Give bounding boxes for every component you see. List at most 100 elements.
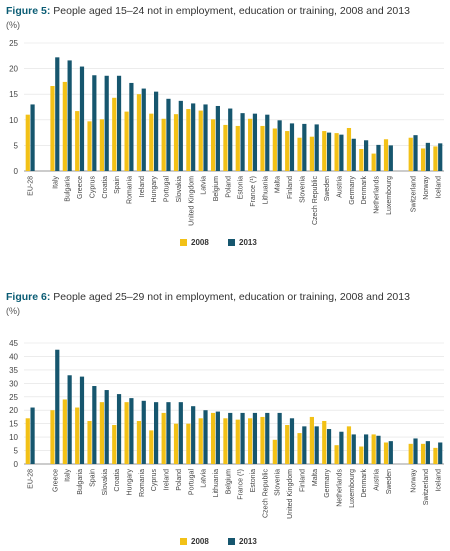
bar-2013 bbox=[438, 143, 443, 171]
x-tick-label: Romania bbox=[139, 469, 146, 497]
bar-2008 bbox=[248, 118, 253, 171]
bar-2013 bbox=[252, 113, 258, 171]
bar-2013 bbox=[79, 66, 85, 171]
x-tick-label: Belgium bbox=[213, 176, 220, 201]
x-tick-label: Denmark bbox=[361, 176, 368, 205]
bar-2013 bbox=[55, 57, 60, 171]
bar-2008 bbox=[383, 442, 389, 464]
bar-2008 bbox=[25, 114, 30, 171]
x-tick-label: Austria bbox=[374, 469, 381, 491]
bar-2013 bbox=[265, 412, 270, 464]
bar-2008 bbox=[62, 399, 67, 464]
x-tick-label: Cyprus bbox=[151, 469, 158, 492]
y-tick-label: 25 bbox=[9, 393, 18, 402]
figure-5-label: Figure 5: bbox=[6, 5, 51, 17]
bar-2013 bbox=[166, 402, 171, 464]
bar-2013 bbox=[425, 142, 430, 171]
bar-2013 bbox=[129, 398, 134, 464]
x-tick-label: Netherlands bbox=[337, 469, 344, 507]
x-tick-label: Croatia bbox=[102, 176, 109, 199]
bar-2013 bbox=[240, 113, 245, 171]
y-tick-label: 25 bbox=[9, 39, 18, 48]
x-tick-label: Slovenia bbox=[275, 469, 282, 496]
figure-5: Figure 5: People aged 15–24 not in emplo… bbox=[0, 0, 450, 275]
y-tick-label: 45 bbox=[9, 339, 18, 348]
bar-2013 bbox=[413, 438, 418, 464]
bar-2013 bbox=[302, 426, 307, 464]
x-tick-label: Greece bbox=[77, 176, 84, 199]
y-tick-label: 20 bbox=[9, 406, 18, 415]
x-tick-label: Switzerland bbox=[423, 469, 430, 505]
bar-2008 bbox=[383, 139, 389, 171]
bar-2013 bbox=[326, 132, 332, 171]
bar-2008 bbox=[75, 407, 80, 464]
x-tick-label: Slovenia bbox=[299, 176, 306, 203]
bar-2013 bbox=[30, 407, 35, 464]
x-tick-label: France (¹) bbox=[250, 176, 257, 207]
bar-2013 bbox=[67, 60, 72, 171]
x-tick-label: Poland bbox=[176, 469, 183, 491]
y-tick-label: 40 bbox=[9, 352, 18, 361]
x-tick-label: Germany bbox=[324, 469, 331, 498]
bar-2008 bbox=[210, 412, 216, 464]
x-tick-label: Ireland bbox=[139, 176, 146, 198]
bar-2013 bbox=[326, 429, 332, 464]
bar-2013 bbox=[289, 418, 295, 464]
legend-label-2013: 2013 bbox=[239, 238, 257, 247]
x-tick-label: Switzerland bbox=[411, 176, 418, 212]
bar-2008 bbox=[371, 153, 376, 171]
bar-2013 bbox=[388, 145, 393, 171]
x-tick-label: Luxembourg bbox=[349, 469, 356, 508]
bar-2008 bbox=[136, 420, 142, 464]
x-tick-label: Spain bbox=[114, 176, 121, 194]
x-tick-label: Malta bbox=[312, 469, 319, 486]
x-tick-label: Spain bbox=[89, 469, 96, 487]
bar-2013 bbox=[92, 75, 97, 171]
x-tick-label: Luxembourg bbox=[386, 176, 393, 215]
bar-2013 bbox=[314, 124, 319, 171]
bar-2013 bbox=[277, 120, 282, 171]
legend-swatch-2008 bbox=[180, 538, 187, 545]
bar-2008 bbox=[99, 119, 104, 171]
x-tick-label: EU-28 bbox=[28, 176, 35, 196]
bar-2008 bbox=[136, 94, 142, 171]
bar-2013 bbox=[154, 91, 159, 171]
x-tick-label: Latvia bbox=[201, 176, 208, 195]
x-tick-label: Iceland bbox=[435, 469, 442, 492]
bar-2008 bbox=[322, 131, 327, 171]
bar-2008 bbox=[112, 97, 117, 171]
bar-2013 bbox=[376, 435, 381, 464]
figure-6-chart: 0 5 10 15 20 25 30 35 40 45 EU-28 Greece Italy Bulgar… bbox=[9, 339, 444, 546]
bar-2008 bbox=[248, 418, 253, 464]
x-tick-label: Netherlands bbox=[374, 176, 381, 214]
bar-2013 bbox=[67, 375, 72, 464]
figure-6-title-text: People aged 25–29 not in employment, edu… bbox=[53, 291, 410, 303]
x-tick-label: Italy bbox=[52, 176, 59, 189]
x-tick-label: Croatia bbox=[114, 469, 121, 492]
bar-2013 bbox=[191, 406, 196, 464]
x-tick-label: Iceland bbox=[435, 176, 442, 199]
bar-2008 bbox=[99, 402, 104, 464]
bar-2013 bbox=[413, 135, 418, 171]
bar-2013 bbox=[203, 410, 208, 464]
bar-2013 bbox=[376, 144, 381, 171]
bar-2008 bbox=[112, 425, 117, 464]
bar-2013 bbox=[203, 104, 208, 171]
figure-5-title: Figure 5: People aged 15–24 not in emplo… bbox=[6, 5, 410, 17]
legend-label-2013: 2013 bbox=[239, 537, 257, 546]
x-tick-label: Belgium bbox=[225, 469, 232, 494]
x-tick-label: Greece bbox=[52, 469, 59, 492]
bar-2013 bbox=[191, 103, 196, 171]
bar-2013 bbox=[228, 108, 233, 171]
bar-2008 bbox=[260, 416, 265, 464]
x-tick-label: Germany bbox=[349, 176, 356, 205]
bar-2013 bbox=[215, 411, 220, 464]
x-tick-label: Ireland bbox=[164, 469, 171, 491]
bar-2008 bbox=[260, 125, 265, 171]
bar-2008 bbox=[161, 118, 166, 171]
bar-2013 bbox=[116, 394, 122, 464]
bar-2008 bbox=[50, 86, 55, 171]
bar-2008 bbox=[186, 423, 191, 464]
x-tick-label: Malta bbox=[275, 176, 282, 193]
bar-2008 bbox=[124, 402, 129, 464]
